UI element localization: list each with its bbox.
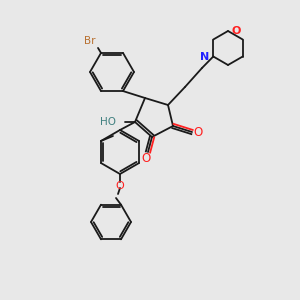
Text: O: O [232,26,242,36]
Text: Br: Br [84,36,96,46]
Text: O: O [141,152,151,166]
Text: O: O [194,125,202,139]
Text: HO: HO [100,117,116,127]
Text: N: N [200,52,209,61]
Text: O: O [116,181,124,191]
